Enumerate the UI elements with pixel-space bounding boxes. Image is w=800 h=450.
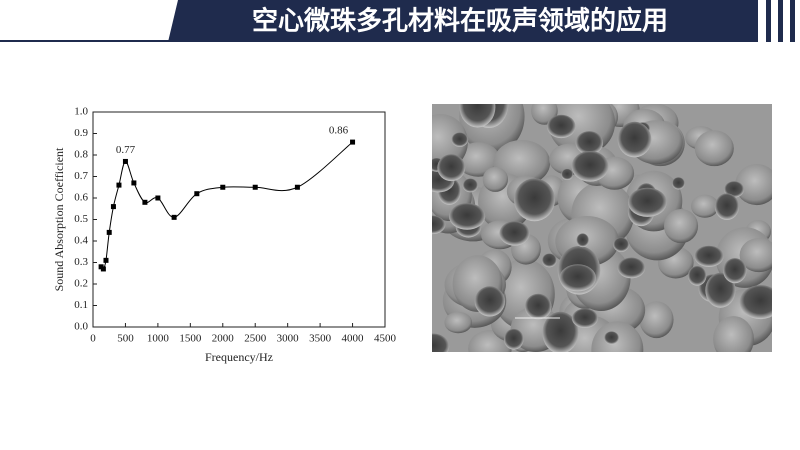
x-tick-label: 2000 [212,333,235,345]
y-tick-label: 0.8 [74,149,88,161]
texture-pore [503,328,524,350]
texture-pore [462,178,478,193]
chart: 0.0 0.1 0.2 0.3 0.4 0.5 0.6 0.7 0.8 0.9 1.0 0 500 100… [52,106,397,364]
texture-pore [617,257,646,279]
y-tick-label: 0.1 [74,299,88,311]
texture-lump [739,237,772,273]
y-tick-label: 0.2 [74,278,88,290]
texture-pore [613,237,630,252]
texture-pore [571,151,609,182]
x-tick-label: 4500 [374,333,397,345]
data-point [155,195,161,201]
x-tick-label: 0 [90,333,96,345]
data-point [171,214,177,220]
texture-pore [432,215,446,235]
data-point [294,184,300,190]
x-tick-label: 2500 [244,333,267,345]
data-point [103,257,109,263]
x-tick-label: 1000 [147,333,170,345]
x-tick-label: 3500 [309,333,332,345]
data-line [100,141,353,270]
data-point [252,184,258,190]
texture-pore [559,264,597,292]
texture-pore [627,187,667,217]
texture-pore [432,333,450,352]
data-point [116,182,122,188]
header-band [168,0,758,42]
texture-pore [524,293,552,320]
texture-lump [591,321,644,352]
texture-lump [694,130,734,167]
texture-pore [617,121,652,158]
y-tick-label: 0.4 [74,235,88,247]
texture-pore [459,104,496,128]
sem-image [432,104,772,352]
data-point [220,184,226,190]
texture-lump [690,194,719,218]
header-bar [766,0,771,42]
x-tick-label: 1500 [179,333,202,345]
data-label: 0.77 [116,144,136,156]
y-tick-label: 0.5 [74,213,88,225]
texture-pore [546,114,576,139]
data-point [194,191,200,197]
texture-pore [448,203,486,230]
texture-pore [571,308,599,328]
texture-pore [561,168,574,180]
texture-pore [671,177,685,190]
x-tick-label: 4000 [342,333,365,345]
texture-pore [541,253,557,268]
texture-pore [514,178,556,222]
texture-pore [724,181,744,198]
y-tick-label: 0.0 [74,321,88,333]
x-tick-label: 500 [117,333,134,345]
texture-pore [714,193,740,221]
texture-pore [575,131,604,155]
texture-pore [694,245,724,267]
texture-pore [576,233,589,248]
texture-lump [639,301,674,339]
texture-lump [663,208,699,244]
x-axis-title: Frequency/Hz [205,350,273,364]
texture-pore [437,154,466,182]
y-tick-label: 0.9 [74,127,88,139]
data-point [131,180,137,186]
texture-pore [705,272,736,308]
texture-pore [723,258,747,284]
data-label: 0.86 [329,125,349,137]
texture-pore [451,132,469,147]
y-axis-title: Sound Absorption Coefficient [52,147,66,291]
texture-lump [444,311,473,334]
y-tick-label: 1.0 [74,106,88,118]
texture-pore [739,285,772,320]
plot-frame [92,111,386,328]
y-tick-label: 0.3 [74,256,88,268]
data-point [142,199,148,205]
slide-title: 空心微珠多孔材料在吸声领域的应用 [252,6,668,37]
texture-pore [688,266,707,286]
texture-lump [482,166,509,192]
y-tick-label: 0.7 [74,170,88,182]
data-point [110,204,116,210]
header-bar [778,0,783,42]
x-tick-label: 3000 [277,333,300,345]
data-point [100,266,106,272]
texture-pore [499,221,530,246]
data-point [106,229,112,235]
data-point [122,158,128,164]
texture-lump [456,142,501,177]
header-bar [790,0,795,42]
texture-pore [474,286,505,317]
texture-pore [542,311,579,352]
texture-lump [713,316,754,352]
texture-lump [735,164,772,206]
texture-pore [604,331,619,345]
y-tick-label: 0.6 [74,192,88,204]
data-point [350,139,356,145]
